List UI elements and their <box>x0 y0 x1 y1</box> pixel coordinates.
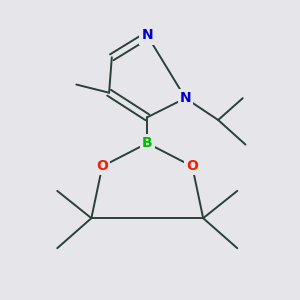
Text: O: O <box>186 159 198 173</box>
Text: N: N <box>180 91 191 105</box>
Text: B: B <box>142 136 153 150</box>
Text: N: N <box>142 28 153 43</box>
Text: O: O <box>96 159 108 173</box>
